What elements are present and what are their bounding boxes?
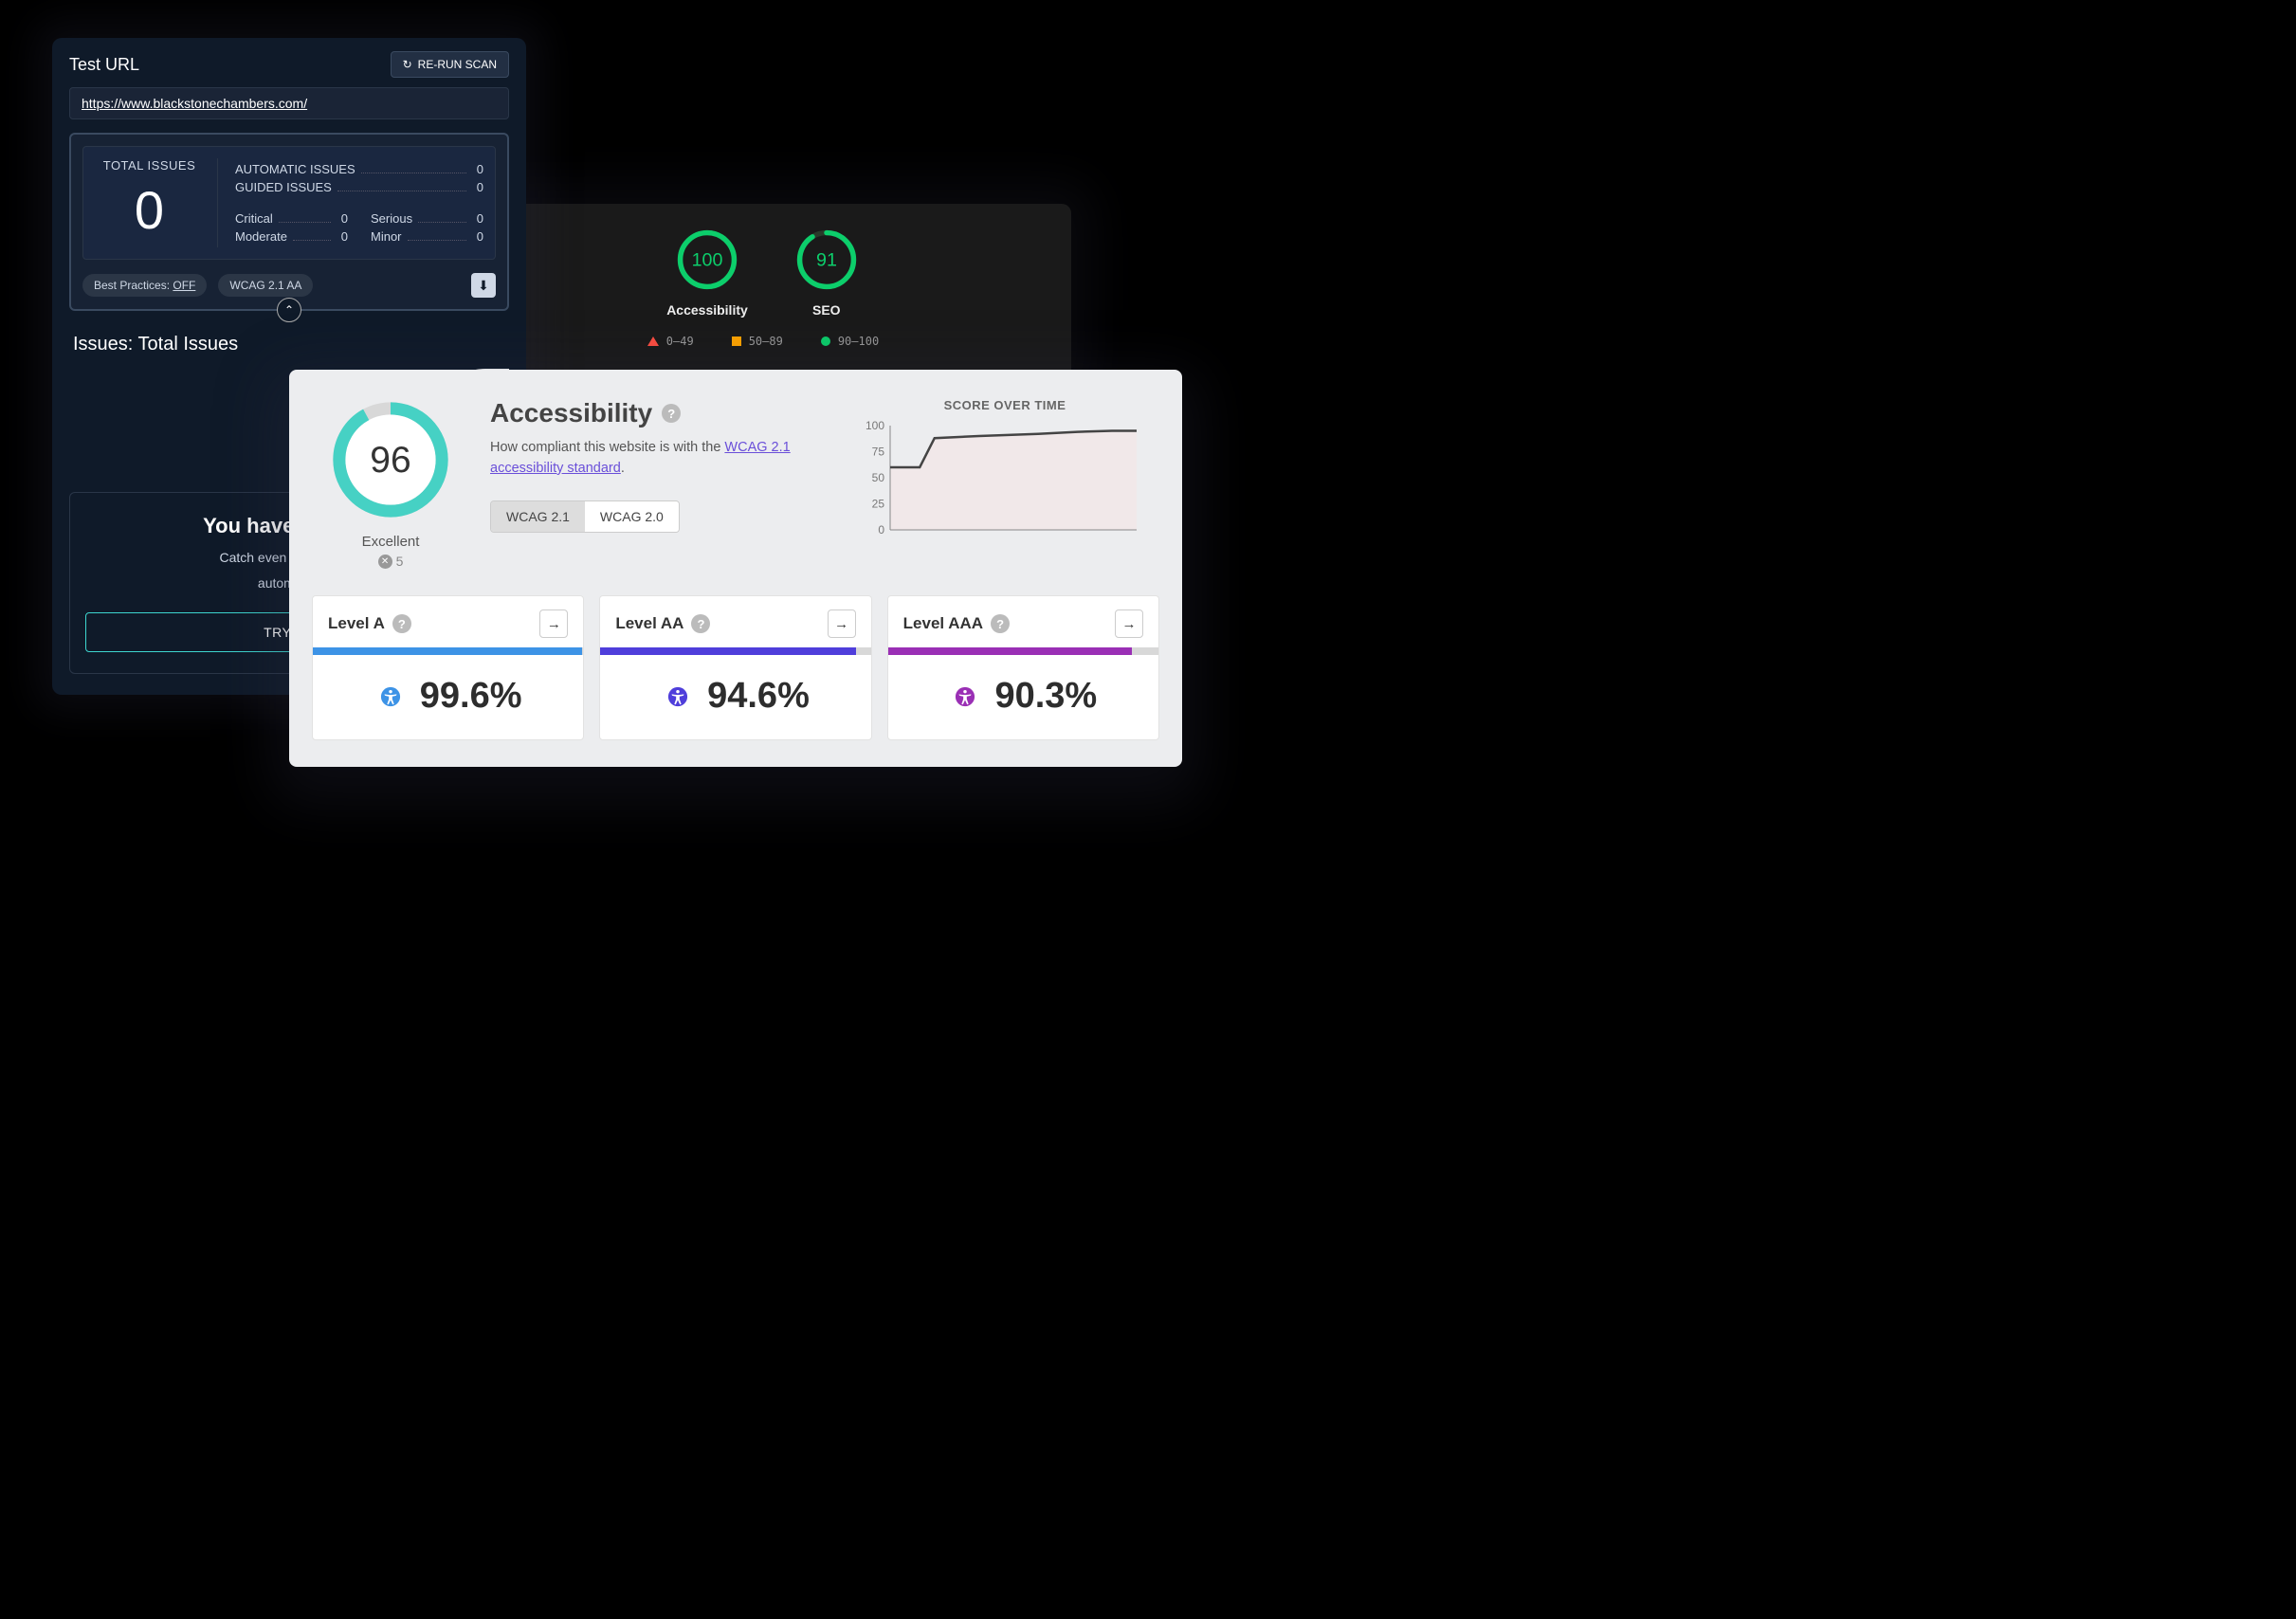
wcag-level-pill[interactable]: WCAG 2.1 AA (218, 274, 313, 297)
lighthouse-panel: 100 Accessibility 91 SEO 0–49 50–89 90–100 (455, 204, 1071, 384)
report-heading: Accessibility (490, 398, 652, 428)
svg-text:100: 100 (692, 250, 723, 271)
level-icon (949, 681, 981, 713)
level-card-level aaa: Level AAA ? → 90.3% (887, 595, 1159, 740)
square-icon (732, 337, 741, 346)
svg-text:91: 91 (816, 250, 837, 271)
donut-sub: ✕ 5 (319, 554, 462, 569)
rerun-label: RE-RUN SCAN (418, 58, 497, 71)
rerun-scan-button[interactable]: ↻ RE-RUN SCAN (391, 51, 509, 78)
total-issues-label: TOTAL ISSUES (95, 158, 204, 173)
accessibility-icon (955, 686, 975, 707)
help-icon[interactable]: ? (991, 614, 1010, 633)
guided-issues-value: 0 (472, 180, 483, 194)
automatic-issues-value: 0 (472, 162, 483, 176)
level-card-level a: Level A ? → 99.6% (312, 595, 584, 740)
level-details-button[interactable]: → (1115, 609, 1143, 638)
accessibility-standard-link[interactable]: accessibility standard (490, 461, 621, 476)
score-chart-title: SCORE OVER TIME (858, 398, 1152, 412)
svg-text:75: 75 (872, 446, 885, 459)
accessibility-report-panel: 96 Excellent ✕ 5 Accessibility ? How com… (289, 370, 1182, 767)
svg-text:25: 25 (872, 498, 885, 511)
help-icon[interactable]: ? (662, 404, 681, 423)
total-issues-value: 0 (95, 176, 204, 245)
refresh-icon: ↻ (403, 58, 412, 71)
tested-url[interactable]: https://www.blackstonechambers.com/ (69, 87, 509, 119)
level-title: Level AA ? (615, 614, 710, 633)
report-description: How compliant this website is with the W… (490, 438, 829, 480)
level-progress-bar (888, 647, 1158, 655)
report-meta: Accessibility ? How compliant this websi… (490, 398, 829, 569)
moderate-label: Moderate (235, 229, 287, 244)
level-progress-bar (600, 647, 870, 655)
help-icon[interactable]: ? (392, 614, 411, 633)
total-issues: TOTAL ISSUES 0 (95, 158, 218, 247)
level-icon (374, 681, 407, 713)
donut-label: Excellent (319, 534, 462, 550)
level-title: Level AAA ? (903, 614, 1010, 633)
svg-text:50: 50 (872, 471, 885, 484)
level-progress-bar (313, 647, 583, 655)
legend-item: 50–89 (732, 335, 783, 348)
legend-item: 0–49 (647, 335, 694, 348)
accessibility-icon (380, 686, 401, 707)
serious-label: Serious (371, 211, 412, 226)
svg-text:100: 100 (866, 420, 884, 432)
level-percent: 99.6% (420, 676, 522, 717)
level-icon (662, 681, 694, 713)
issues-summary-box: TOTAL ISSUES 0 AUTOMATIC ISSUES 0 GUIDED … (69, 133, 509, 311)
tab-wcag 2.1[interactable]: WCAG 2.1 (491, 501, 585, 532)
triangle-icon (647, 337, 659, 346)
lighthouse-legend: 0–49 50–89 90–100 (455, 335, 1071, 348)
issues-heading: Issues: Total Issues (73, 334, 505, 355)
level-percent: 94.6% (707, 676, 810, 717)
collapse-toggle-icon[interactable]: ⌃ (277, 298, 301, 322)
tab-wcag 2.0[interactable]: WCAG 2.0 (585, 501, 679, 532)
wcag-version-tabs: WCAG 2.1WCAG 2.0 (490, 500, 680, 533)
wcag-levels-row: Level A ? → 99.6% Level AA ? (289, 569, 1182, 740)
legend-item: 90–100 (821, 335, 879, 348)
score-over-time-chart: SCORE OVER TIME 0 25 50 75 100 (858, 398, 1152, 569)
level-details-button[interactable]: → (828, 609, 856, 638)
critical-label: Critical (235, 211, 273, 226)
automatic-issues-label: AUTOMATIC ISSUES (235, 162, 355, 176)
accessibility-icon (667, 686, 688, 707)
wcag-link[interactable]: WCAG 2.1 (724, 440, 790, 455)
circle-icon (821, 337, 830, 346)
level-card-level aa: Level AA ? → 94.6% (599, 595, 871, 740)
lighthouse-gauge-seo: 91 SEO (793, 227, 860, 318)
donut-sub-count: 5 (396, 554, 404, 569)
best-practices-pill[interactable]: Best Practices: OFF (82, 274, 207, 297)
level-title: Level A ? (328, 614, 411, 633)
svg-text:0: 0 (878, 523, 884, 537)
lighthouse-gauges: 100 Accessibility 91 SEO (455, 204, 1071, 318)
download-icon[interactable]: ⬇ (471, 273, 496, 298)
level-percent: 90.3% (994, 676, 1097, 717)
issues-breakdown: AUTOMATIC ISSUES 0 GUIDED ISSUES 0 Critica… (235, 158, 483, 247)
serious-value: 0 (472, 211, 483, 226)
help-icon[interactable]: ? (691, 614, 710, 633)
x-circle-icon: ✕ (378, 555, 392, 569)
minor-label: Minor (371, 229, 402, 244)
moderate-value: 0 (337, 229, 348, 244)
lighthouse-gauge-accessibility: 100 Accessibility (666, 227, 748, 318)
minor-value: 0 (472, 229, 483, 244)
accessibility-score-donut: 96 Excellent ✕ 5 (319, 398, 462, 569)
guided-issues-label: GUIDED ISSUES (235, 180, 332, 194)
svg-text:96: 96 (370, 440, 410, 481)
critical-value: 0 (337, 211, 348, 226)
test-url-title: Test URL (69, 55, 139, 75)
level-details-button[interactable]: → (539, 609, 568, 638)
